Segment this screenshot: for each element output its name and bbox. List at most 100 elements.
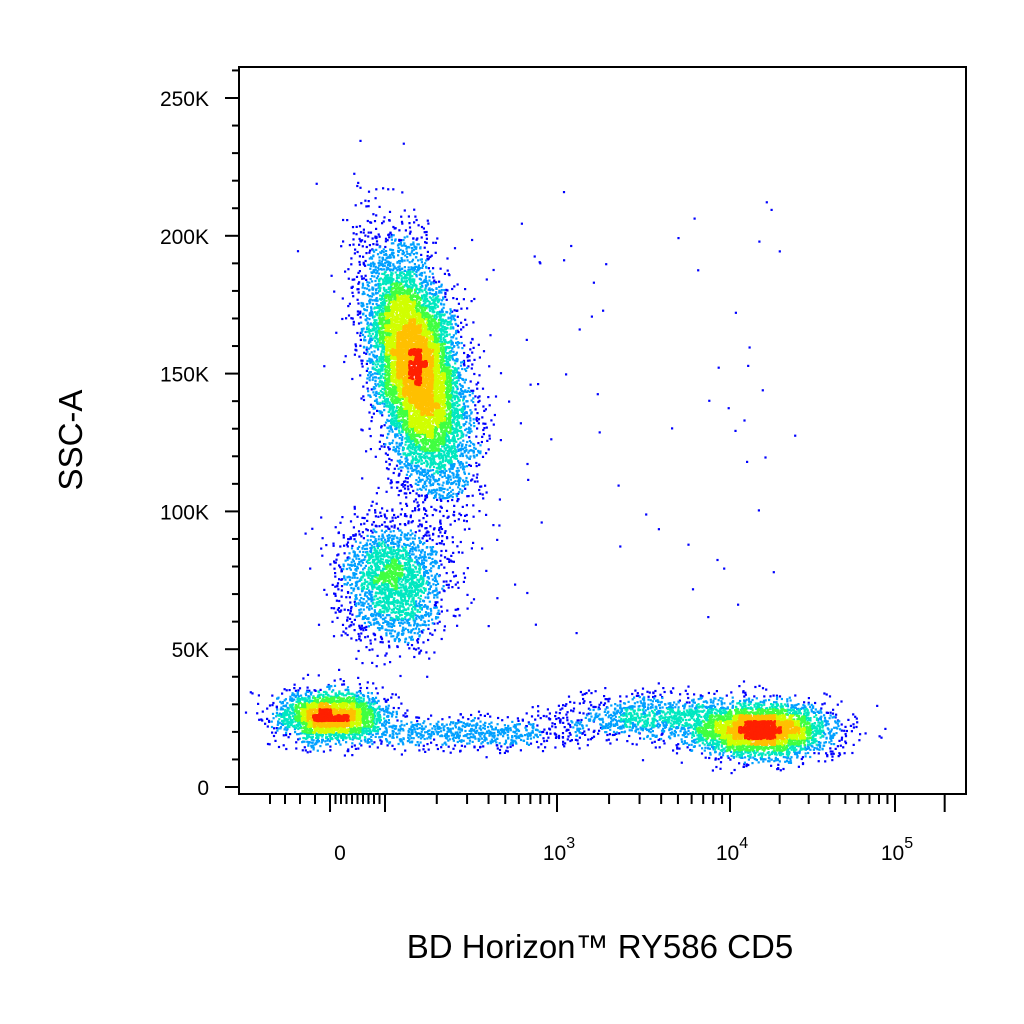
event-dot	[820, 707, 823, 710]
event-dot	[404, 618, 407, 621]
event-dot	[378, 627, 381, 630]
event-dot	[322, 750, 325, 753]
event-dot	[477, 442, 480, 445]
event-dot	[423, 553, 426, 556]
event-dot	[671, 427, 674, 430]
event-dot	[505, 749, 508, 752]
event-dot	[413, 500, 416, 503]
event-dot	[399, 729, 402, 732]
event-dot	[422, 744, 425, 747]
event-dot	[451, 737, 454, 740]
event-dot	[365, 327, 369, 331]
event-dot	[795, 751, 798, 754]
event-dot	[662, 727, 665, 730]
event-dot	[306, 751, 309, 754]
event-dot	[420, 225, 424, 229]
event-dot	[364, 591, 367, 594]
event-dot	[433, 279, 436, 282]
event-dot	[373, 611, 377, 614]
event-dot	[797, 765, 800, 768]
event-dot	[813, 746, 816, 750]
event-dot	[392, 471, 395, 475]
event-dot	[526, 462, 529, 466]
event-dot	[578, 702, 581, 705]
event-dot	[462, 326, 465, 329]
event-dot	[730, 754, 733, 758]
event-dot	[372, 528, 375, 531]
event-dot	[884, 727, 887, 730]
event-dot	[441, 487, 445, 490]
event-dot	[819, 709, 822, 712]
event-dot	[663, 690, 666, 694]
event-dot	[415, 465, 419, 468]
event-dot	[374, 197, 377, 200]
event-dot	[442, 481, 445, 484]
event-dot	[352, 534, 355, 537]
event-dot	[476, 749, 479, 752]
event-dot	[376, 401, 379, 404]
event-dot	[366, 686, 369, 690]
event-dot	[389, 530, 392, 533]
event-dot	[357, 563, 360, 566]
event-dot	[275, 711, 278, 714]
event-dot	[353, 172, 356, 175]
event-dot	[481, 455, 485, 458]
event-dot	[296, 693, 299, 696]
event-dot	[459, 514, 463, 517]
event-dot	[376, 409, 379, 412]
event-dot	[457, 486, 460, 489]
event-dot	[667, 702, 670, 705]
event-dot	[589, 738, 592, 741]
event-dot	[380, 267, 383, 271]
event-dot	[454, 726, 457, 729]
event-dot	[401, 260, 404, 263]
event-dot	[355, 691, 358, 694]
event-dot	[381, 535, 384, 538]
event-dot	[526, 733, 529, 736]
event-dot	[402, 626, 405, 629]
event-dot	[381, 617, 384, 621]
event-dot	[372, 682, 375, 685]
event-dot	[645, 513, 648, 516]
event-dot	[584, 716, 587, 719]
event-dot	[421, 478, 424, 481]
event-dot	[420, 274, 423, 277]
event-dot	[371, 302, 374, 306]
event-dot	[358, 742, 361, 745]
event-dot	[439, 521, 442, 524]
event-dot	[355, 583, 358, 587]
event-dot	[369, 604, 372, 608]
event-dot	[443, 487, 446, 491]
event-dot	[422, 748, 425, 751]
event-dot	[391, 693, 394, 696]
event-dot	[729, 758, 732, 761]
event-dot	[477, 737, 480, 740]
event-dot	[661, 696, 664, 700]
event-dot	[419, 556, 422, 559]
event-dot	[281, 692, 284, 695]
event-dot	[604, 698, 607, 701]
event-dot	[390, 479, 393, 482]
event-dot	[368, 357, 371, 360]
event-dot	[403, 209, 406, 212]
event-dot	[398, 461, 401, 464]
event-dot	[466, 567, 469, 570]
event-dot	[583, 700, 586, 703]
event-dot	[495, 741, 498, 744]
event-dot	[620, 708, 623, 711]
event-dot	[336, 616, 339, 619]
event-dot	[382, 723, 385, 726]
event-dot	[416, 561, 420, 564]
event-dot	[818, 746, 822, 749]
event-dot	[603, 725, 606, 728]
event-dot	[348, 596, 351, 599]
event-dot	[361, 429, 364, 432]
event-dot	[711, 745, 714, 748]
event-dot	[712, 699, 715, 702]
event-dot	[460, 435, 463, 438]
event-dot	[454, 722, 457, 725]
event-dot	[429, 563, 432, 566]
event-dot	[784, 756, 787, 759]
event-dot	[370, 257, 374, 260]
event-dot	[416, 472, 419, 475]
